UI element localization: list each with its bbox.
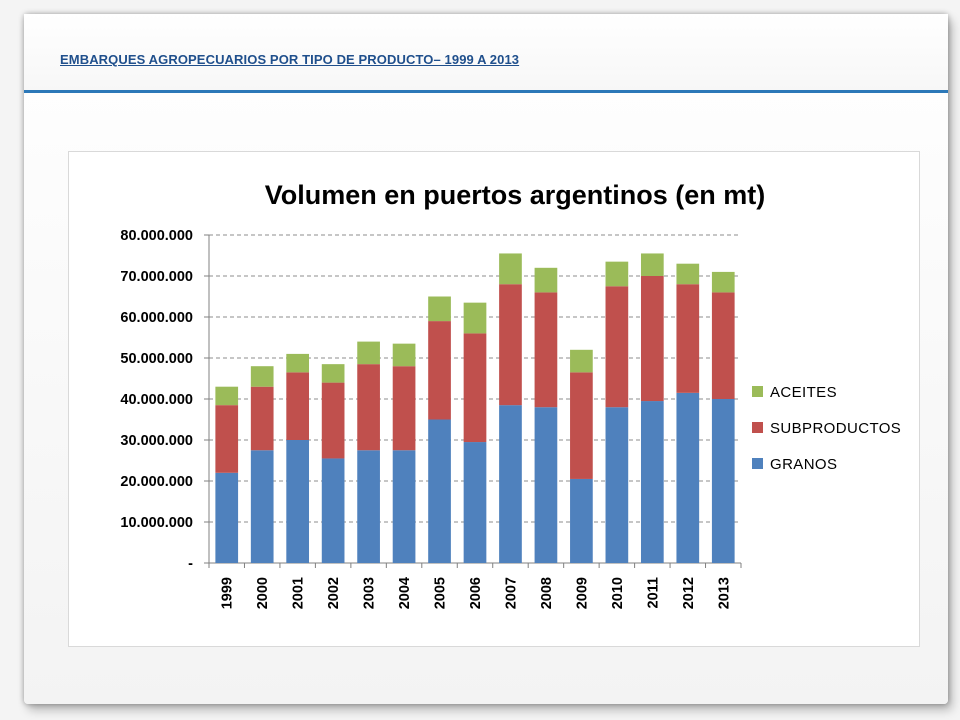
x-tick-label: 2007 (503, 577, 519, 609)
bar-aceites-2008 (534, 267, 558, 293)
bar-aceites-2006 (463, 302, 487, 334)
y-tick-label: 20.000.000 (120, 474, 193, 490)
legend: ACEITES SUBPRODUCTOS GRANOS (752, 384, 901, 473)
x-tick-label: 2008 (539, 577, 555, 609)
bar-granos-2011 (640, 401, 664, 563)
bar-granos-2010 (605, 407, 629, 563)
page-title: EMBARQUES AGROPECUARIOS POR TIPO DE PROD… (60, 52, 520, 67)
bar-aceites-2003 (357, 341, 380, 365)
bar-subproductos-2011 (640, 276, 664, 402)
bar-aceites-2004 (392, 343, 416, 367)
bar-subproductos-2008 (534, 292, 558, 408)
bar-aceites-1999 (215, 386, 239, 406)
bar-granos-2002 (321, 458, 345, 563)
legend-label-granos: GRANOS (770, 456, 837, 473)
bar-subproductos-2004 (392, 366, 416, 451)
x-tick-label: 2012 (681, 577, 697, 609)
bar-subproductos-2005 (428, 321, 451, 420)
x-axis-ticks: 1999 2000 2001 2002 2003 2004 2005 2006 2007 2008… (220, 577, 733, 609)
x-tick-label: 2009 (574, 577, 590, 609)
bar-aceites-2001 (286, 353, 310, 373)
bar-subproductos-2012 (676, 284, 700, 393)
y-tick-label: - (188, 556, 193, 572)
bar-granos-2004 (392, 450, 416, 563)
bar-granos-2001 (286, 440, 310, 563)
bar-aceites-2005 (428, 296, 451, 322)
x-tick-label: 2006 (468, 577, 484, 609)
y-tick-label: 70.000.000 (120, 269, 193, 285)
bar-subproductos-2009 (570, 372, 593, 479)
y-tick-label: 30.000.000 (120, 433, 193, 449)
bar-subproductos-2000 (250, 386, 274, 451)
bar-aceites-2002 (321, 364, 345, 383)
legend-swatch-subproductos (752, 422, 763, 433)
bar-aceites-2010 (605, 261, 629, 287)
bar-granos-2000 (250, 450, 274, 563)
bar-subproductos-1999 (215, 405, 239, 473)
x-tick-label: 2004 (397, 577, 413, 609)
bar-granos-2012 (676, 392, 700, 563)
legend-swatch-aceites (752, 386, 763, 397)
bar-granos-2006 (463, 442, 487, 563)
x-tick-label: 2005 (433, 577, 449, 609)
y-tick-label: 40.000.000 (120, 392, 193, 408)
bar-granos-2007 (499, 405, 522, 563)
x-tick-label: 2010 (610, 577, 626, 609)
y-tick-label: 50.000.000 (120, 351, 193, 367)
y-tick-label: 10.000.000 (120, 515, 193, 531)
x-tick-label: 2003 (362, 577, 378, 609)
x-tick-label: 2011 (645, 577, 661, 608)
bar-aceites-2009 (570, 349, 593, 373)
y-tick-label: 80.000.000 (120, 228, 193, 244)
bar-subproductos-2002 (321, 382, 345, 459)
bar-aceites-2013 (711, 271, 735, 293)
x-tick-label: 2013 (716, 577, 732, 609)
bar-granos-2003 (357, 450, 380, 563)
bar-granos-2013 (711, 399, 735, 563)
bar-subproductos-2013 (711, 292, 735, 399)
x-tick-label: 2001 (291, 577, 307, 609)
x-tick-label: 2000 (255, 577, 271, 609)
bar-aceites-2012 (676, 263, 700, 285)
y-axis-ticks: - 10.000.000 20.000.000 30.000.000 40.000.00… (120, 228, 193, 572)
bars (215, 253, 735, 563)
x-tick-label: 2002 (326, 577, 342, 609)
bar-subproductos-2010 (605, 286, 629, 408)
bar-granos-1999 (215, 472, 239, 563)
bar-subproductos-2001 (286, 372, 310, 440)
stacked-bar-chart: Volumen en puertos argentinos (en mt) - 1… (120, 180, 901, 609)
chart-title: Volumen en puertos argentinos (en mt) (265, 180, 766, 210)
slide-panel: EMBARQUES AGROPECUARIOS POR TIPO DE PROD… (24, 14, 948, 704)
bar-subproductos-2006 (463, 333, 487, 443)
legend-label-aceites: ACEITES (770, 384, 837, 401)
bar-subproductos-2003 (357, 364, 380, 451)
bar-subproductos-2007 (499, 284, 522, 406)
bar-aceites-2011 (640, 253, 664, 276)
bar-aceites-2007 (499, 253, 522, 285)
legend-label-subproductos: SUBPRODUCTOS (770, 420, 901, 437)
legend-swatch-granos (752, 458, 763, 469)
x-tick-label: 1999 (220, 577, 236, 609)
header-bar: EMBARQUES AGROPECUARIOS POR TIPO DE PROD… (24, 14, 948, 93)
bar-granos-2005 (428, 419, 451, 563)
chart-frame: Volumen en puertos argentinos (en mt) - 1… (68, 151, 920, 647)
y-tick-label: 60.000.000 (120, 310, 193, 326)
bar-granos-2008 (534, 407, 558, 563)
bar-aceites-2000 (250, 366, 274, 387)
bar-granos-2009 (570, 478, 593, 563)
